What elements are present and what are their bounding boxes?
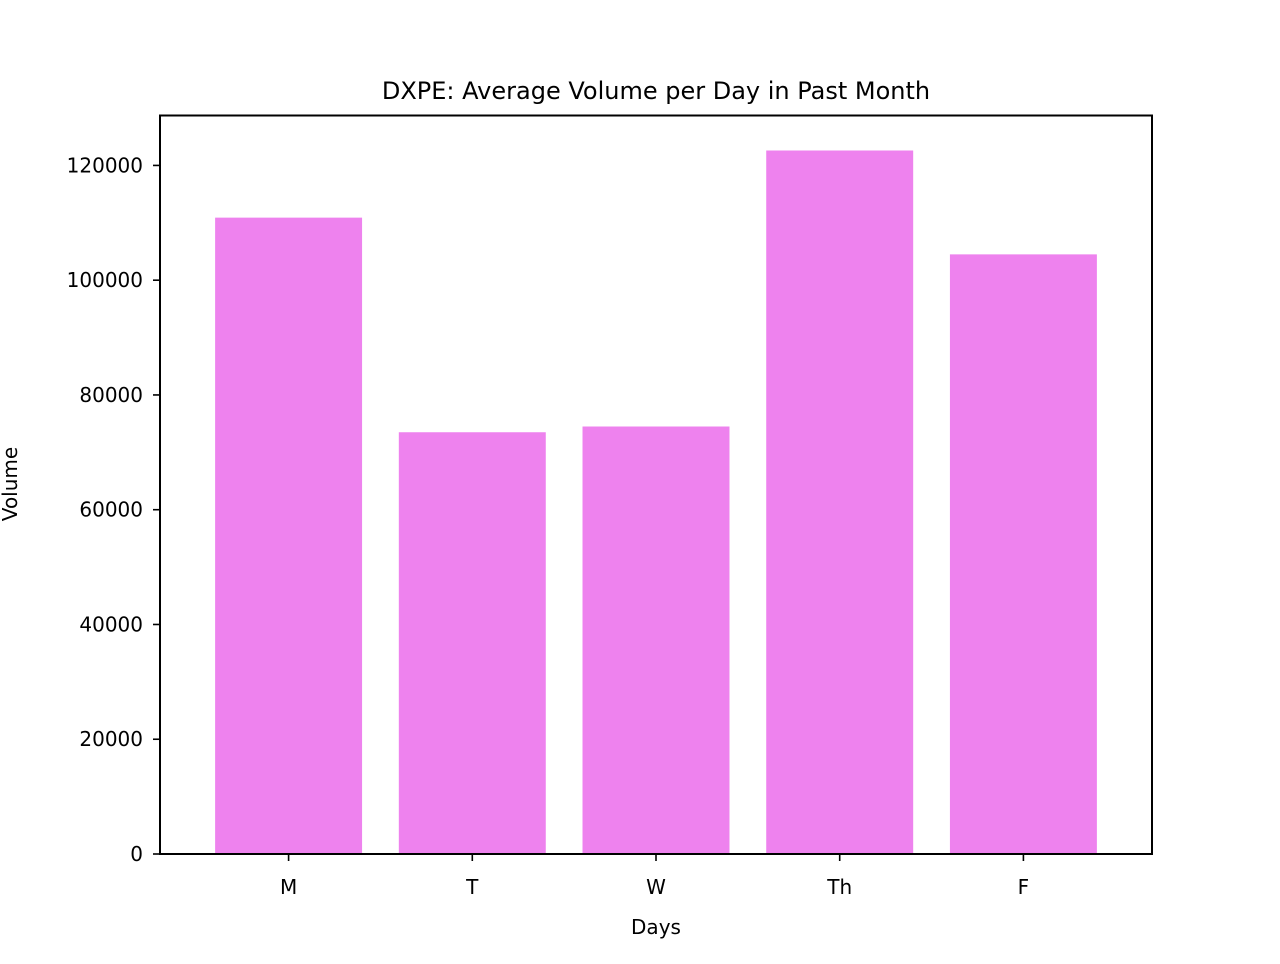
y-tick-label: 0 (130, 842, 143, 866)
bar-f (949, 254, 1097, 854)
x-tick-label: M (280, 875, 297, 899)
x-tick-label: F (1018, 875, 1030, 899)
y-axis-label: Volume (0, 447, 22, 521)
y-tick-label: 120000 (67, 153, 143, 177)
bar-t (398, 432, 546, 854)
bars-layer (215, 150, 1097, 855)
bar-w (582, 426, 730, 854)
x-tick-label: Th (826, 875, 852, 899)
x-tick-label: W (646, 875, 666, 899)
chart-title: DXPE: Average Volume per Day in Past Mon… (382, 77, 930, 105)
x-axis: M T W Th F (280, 854, 1029, 899)
bar-m (215, 217, 363, 854)
y-tick-label: 40000 (79, 612, 143, 636)
y-tick-label: 60000 (79, 498, 143, 522)
x-axis-label: Days (631, 915, 681, 939)
y-axis: 0 20000 40000 60000 80000 100000 120000 (67, 153, 160, 866)
x-tick-label: T (465, 875, 479, 899)
y-tick-label: 20000 (79, 727, 143, 751)
bar-th (766, 150, 914, 855)
y-tick-label: 100000 (67, 268, 143, 292)
y-tick-label: 80000 (79, 383, 143, 407)
